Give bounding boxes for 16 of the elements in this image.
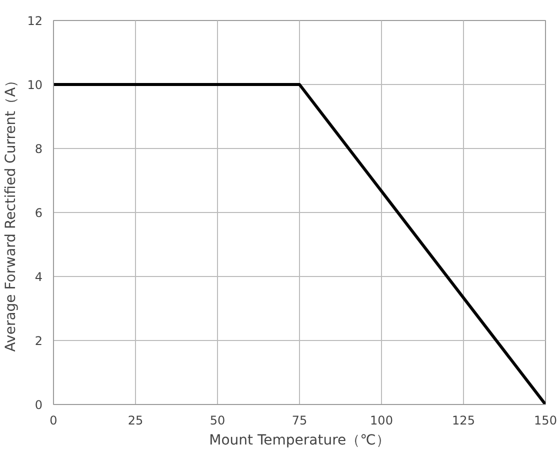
x-axis-title: Mount Temperature（℃）	[209, 432, 390, 448]
x-tick-label: 100	[370, 414, 393, 428]
y-tick-label: 6	[34, 206, 43, 220]
y-tick-label: 12	[27, 14, 43, 28]
x-tick-label: 75	[292, 414, 308, 428]
y-tick-label: 2	[34, 334, 43, 348]
x-tick-label: 50	[210, 414, 226, 428]
x-tick-label: 25	[128, 414, 144, 428]
y-tick-label: 8	[34, 142, 43, 156]
y-tick-label: 10	[27, 78, 43, 92]
y-tick-label: 0	[34, 398, 43, 412]
x-tick-label: 0	[50, 414, 58, 428]
y-axis-title: Average Forward Rectified Current（A）	[3, 73, 20, 352]
y-tick-label: 4	[34, 270, 43, 284]
x-tick-label: 125	[452, 414, 475, 428]
x-tick-label: 150	[534, 414, 557, 428]
